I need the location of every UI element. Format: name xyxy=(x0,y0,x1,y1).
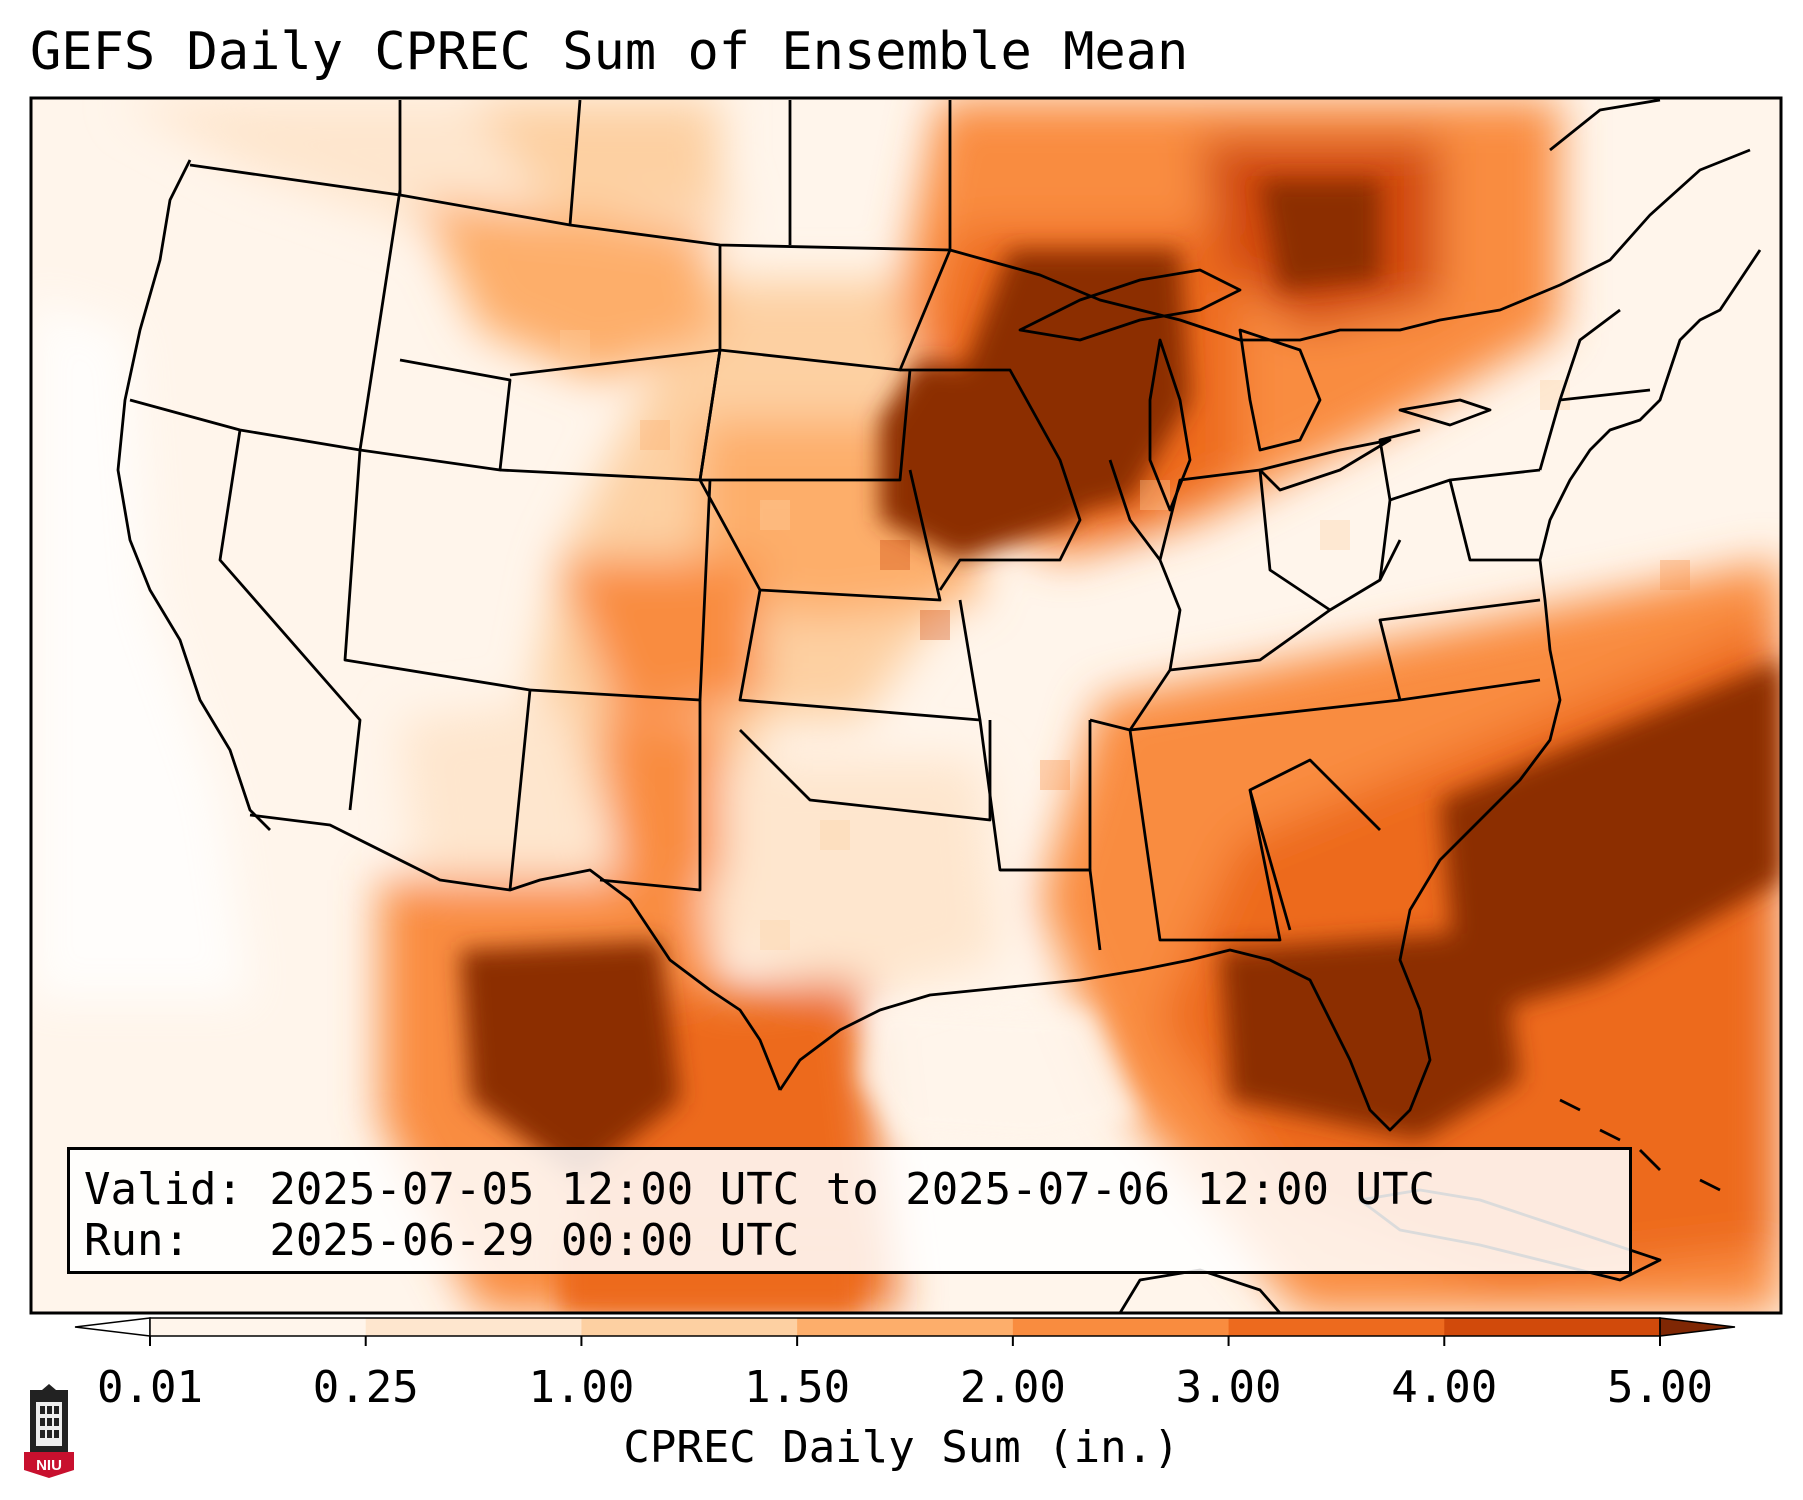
colorbar-tick-label: 0.01 xyxy=(97,1362,203,1413)
colorbar-segment xyxy=(797,1318,1014,1336)
colorbar-tick-label: 1.00 xyxy=(528,1362,635,1413)
colorbar-segment xyxy=(1228,1318,1445,1336)
lake-michigan xyxy=(1148,338,1192,512)
valid-time-text: Valid: 2025-07-05 12:00 UTC to 2025-07-0… xyxy=(84,1164,1436,1215)
colorbar-under-arrow xyxy=(74,1317,151,1337)
colorbar-segment xyxy=(150,1318,367,1336)
map-title: GEFS Daily CPREC Sum of Ensemble Mean xyxy=(30,22,1189,82)
colorbar-label: CPREC Daily Sum (in.) xyxy=(623,1422,1180,1473)
lake-ontario xyxy=(1398,398,1492,427)
colorbar-segment xyxy=(581,1318,798,1336)
colorbar-segment xyxy=(1444,1318,1661,1336)
colorbar-tick-label: 5.00 xyxy=(1607,1362,1713,1413)
precip-field xyxy=(31,98,1781,1313)
run-time-text: Run: 2025-06-29 00:00 UTC xyxy=(84,1215,800,1266)
colorbar-tick-label: 4.00 xyxy=(1391,1362,1498,1413)
us-mexico-border xyxy=(249,813,782,1091)
gulf-coast-line xyxy=(778,948,1432,1132)
boundaries xyxy=(116,98,1762,1313)
niu-logo: NIU xyxy=(24,1384,74,1478)
colorbar-tick-label: 0.25 xyxy=(312,1362,419,1413)
colorbar-segment xyxy=(1012,1318,1230,1336)
colorbar-over-arrow xyxy=(1659,1317,1736,1337)
colorbar-tick-label: 3.00 xyxy=(1175,1362,1282,1413)
colorbar xyxy=(74,1317,1736,1346)
colorbar-tick-label: 2.00 xyxy=(959,1362,1066,1413)
info-box: Valid: 2025-07-05 12:00 UTC to 2025-07-0… xyxy=(67,1147,1632,1274)
bahamas xyxy=(1559,1098,1721,1192)
colorbar-tick-label: 1.50 xyxy=(744,1362,851,1413)
lake-erie xyxy=(1258,438,1392,492)
west-coast-line xyxy=(116,159,271,831)
logo-text: NIU xyxy=(36,1457,62,1474)
colorbar-segment xyxy=(365,1318,582,1336)
lake-superior xyxy=(1018,268,1242,342)
colorbar-outline xyxy=(149,1317,1661,1337)
east-coast-line xyxy=(1398,249,1762,1011)
lake-huron xyxy=(1238,328,1322,452)
map-frame xyxy=(29,96,1783,1315)
